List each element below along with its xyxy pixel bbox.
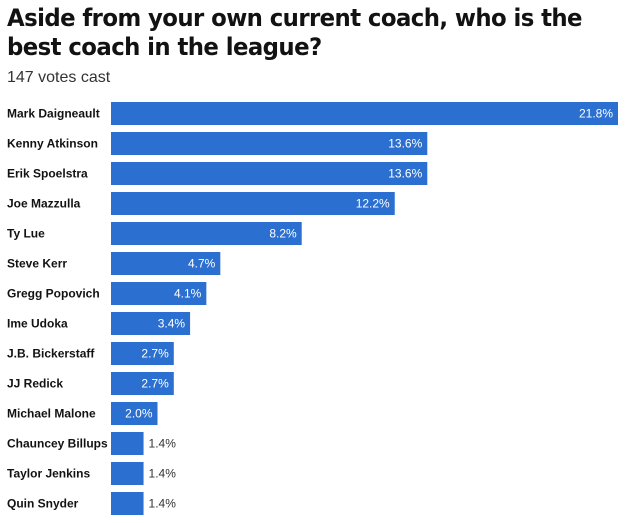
bar <box>111 312 191 335</box>
category-label: Erik Spoelstra <box>7 167 88 181</box>
category-label: Taylor Jenkins <box>7 467 90 481</box>
value-label: 4.1% <box>174 287 202 301</box>
value-label: 2.7% <box>141 377 169 391</box>
category-label: Mark Daigneault <box>7 107 100 121</box>
category-label: Gregg Popovich <box>7 287 100 301</box>
bar <box>111 462 144 485</box>
value-label: 13.6% <box>388 167 422 181</box>
value-label: 21.8% <box>579 107 613 121</box>
category-label: Michael Malone <box>7 407 96 421</box>
bar <box>111 402 158 425</box>
value-label: 1.4% <box>149 437 177 451</box>
category-label: J.B. Bickerstaff <box>7 347 95 361</box>
bar <box>111 282 207 305</box>
bar <box>111 432 144 455</box>
category-label: JJ Redick <box>7 377 63 391</box>
value-label: 2.0% <box>125 407 153 421</box>
value-label: 2.7% <box>141 347 169 361</box>
category-label: Ty Lue <box>7 227 45 241</box>
category-label: Joe Mazzulla <box>7 197 81 211</box>
value-label: 1.4% <box>149 467 177 481</box>
bar <box>111 222 302 245</box>
bar <box>111 102 618 125</box>
bar <box>111 492 144 515</box>
bar <box>111 192 395 215</box>
value-label: 4.7% <box>188 257 216 271</box>
bar <box>111 162 428 185</box>
chart-title: Aside from your own current coach, who i… <box>7 4 583 61</box>
value-label: 3.4% <box>158 317 186 331</box>
bar <box>111 252 221 275</box>
category-label: Kenny Atkinson <box>7 137 98 151</box>
value-label: 12.2% <box>356 197 390 211</box>
value-label: 13.6% <box>388 137 422 151</box>
category-label: Ime Udoka <box>7 317 68 331</box>
bar <box>111 132 428 155</box>
category-label: Chauncey Billups <box>7 437 108 451</box>
bar <box>111 342 174 365</box>
category-label: Quin Snyder <box>7 497 79 511</box>
category-label: Steve Kerr <box>7 257 67 271</box>
bar <box>111 372 174 395</box>
value-label: 1.4% <box>149 497 177 511</box>
chart-subtitle: 147 votes cast <box>7 69 111 86</box>
value-label: 8.2% <box>269 227 297 241</box>
